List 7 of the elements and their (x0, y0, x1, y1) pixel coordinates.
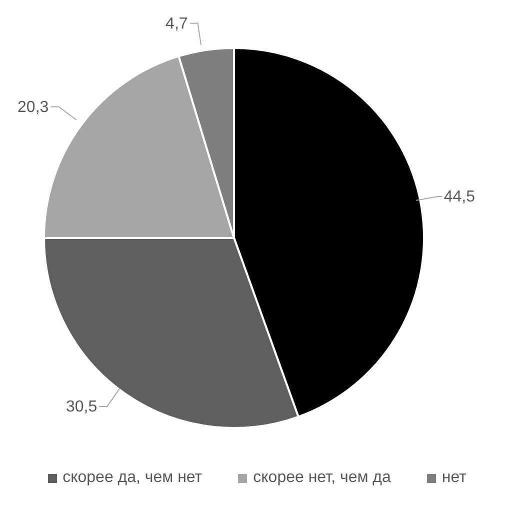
legend-label: нет (442, 469, 466, 487)
data-label: 30,5 (66, 398, 98, 416)
data-label: 4,7 (166, 15, 188, 32)
data-label: 20,3 (18, 98, 49, 116)
legend-label: скорее да, чем нет (62, 469, 202, 487)
data-label: 44,5 (444, 188, 476, 206)
legend-label: скорее нет, чем да (253, 469, 391, 487)
